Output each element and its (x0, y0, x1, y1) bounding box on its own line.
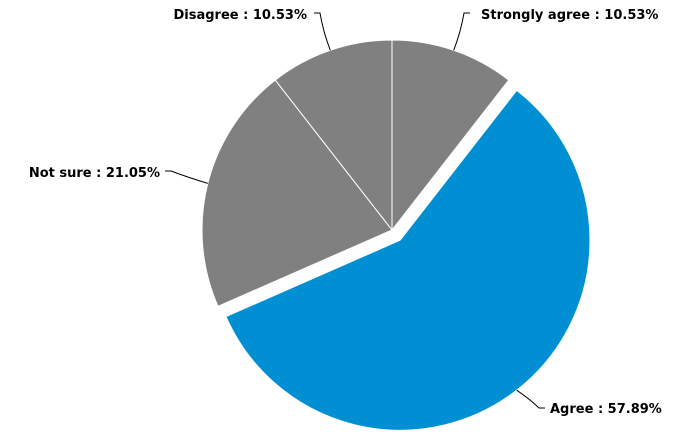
leader-strongly-agree (453, 12, 470, 51)
slice-label-disagree: Disagree : 10.53% (173, 8, 307, 23)
pie-slice-disagree (274, 39, 393, 232)
pie-slices (201, 39, 591, 431)
slice-label-strongly-agree: Strongly agree : 10.53% (481, 8, 658, 23)
leader-lines (165, 12, 545, 409)
pie-slice-strongly-agree (391, 39, 510, 232)
pie-slice-agree (225, 89, 591, 431)
leader-disagree (314, 12, 331, 51)
leader-not-sure (165, 170, 208, 184)
leader-agree (516, 389, 545, 409)
slice-label-not-sure: Not sure : 21.05% (29, 166, 160, 181)
slice-label-agree: Agree : 57.89% (550, 402, 662, 417)
